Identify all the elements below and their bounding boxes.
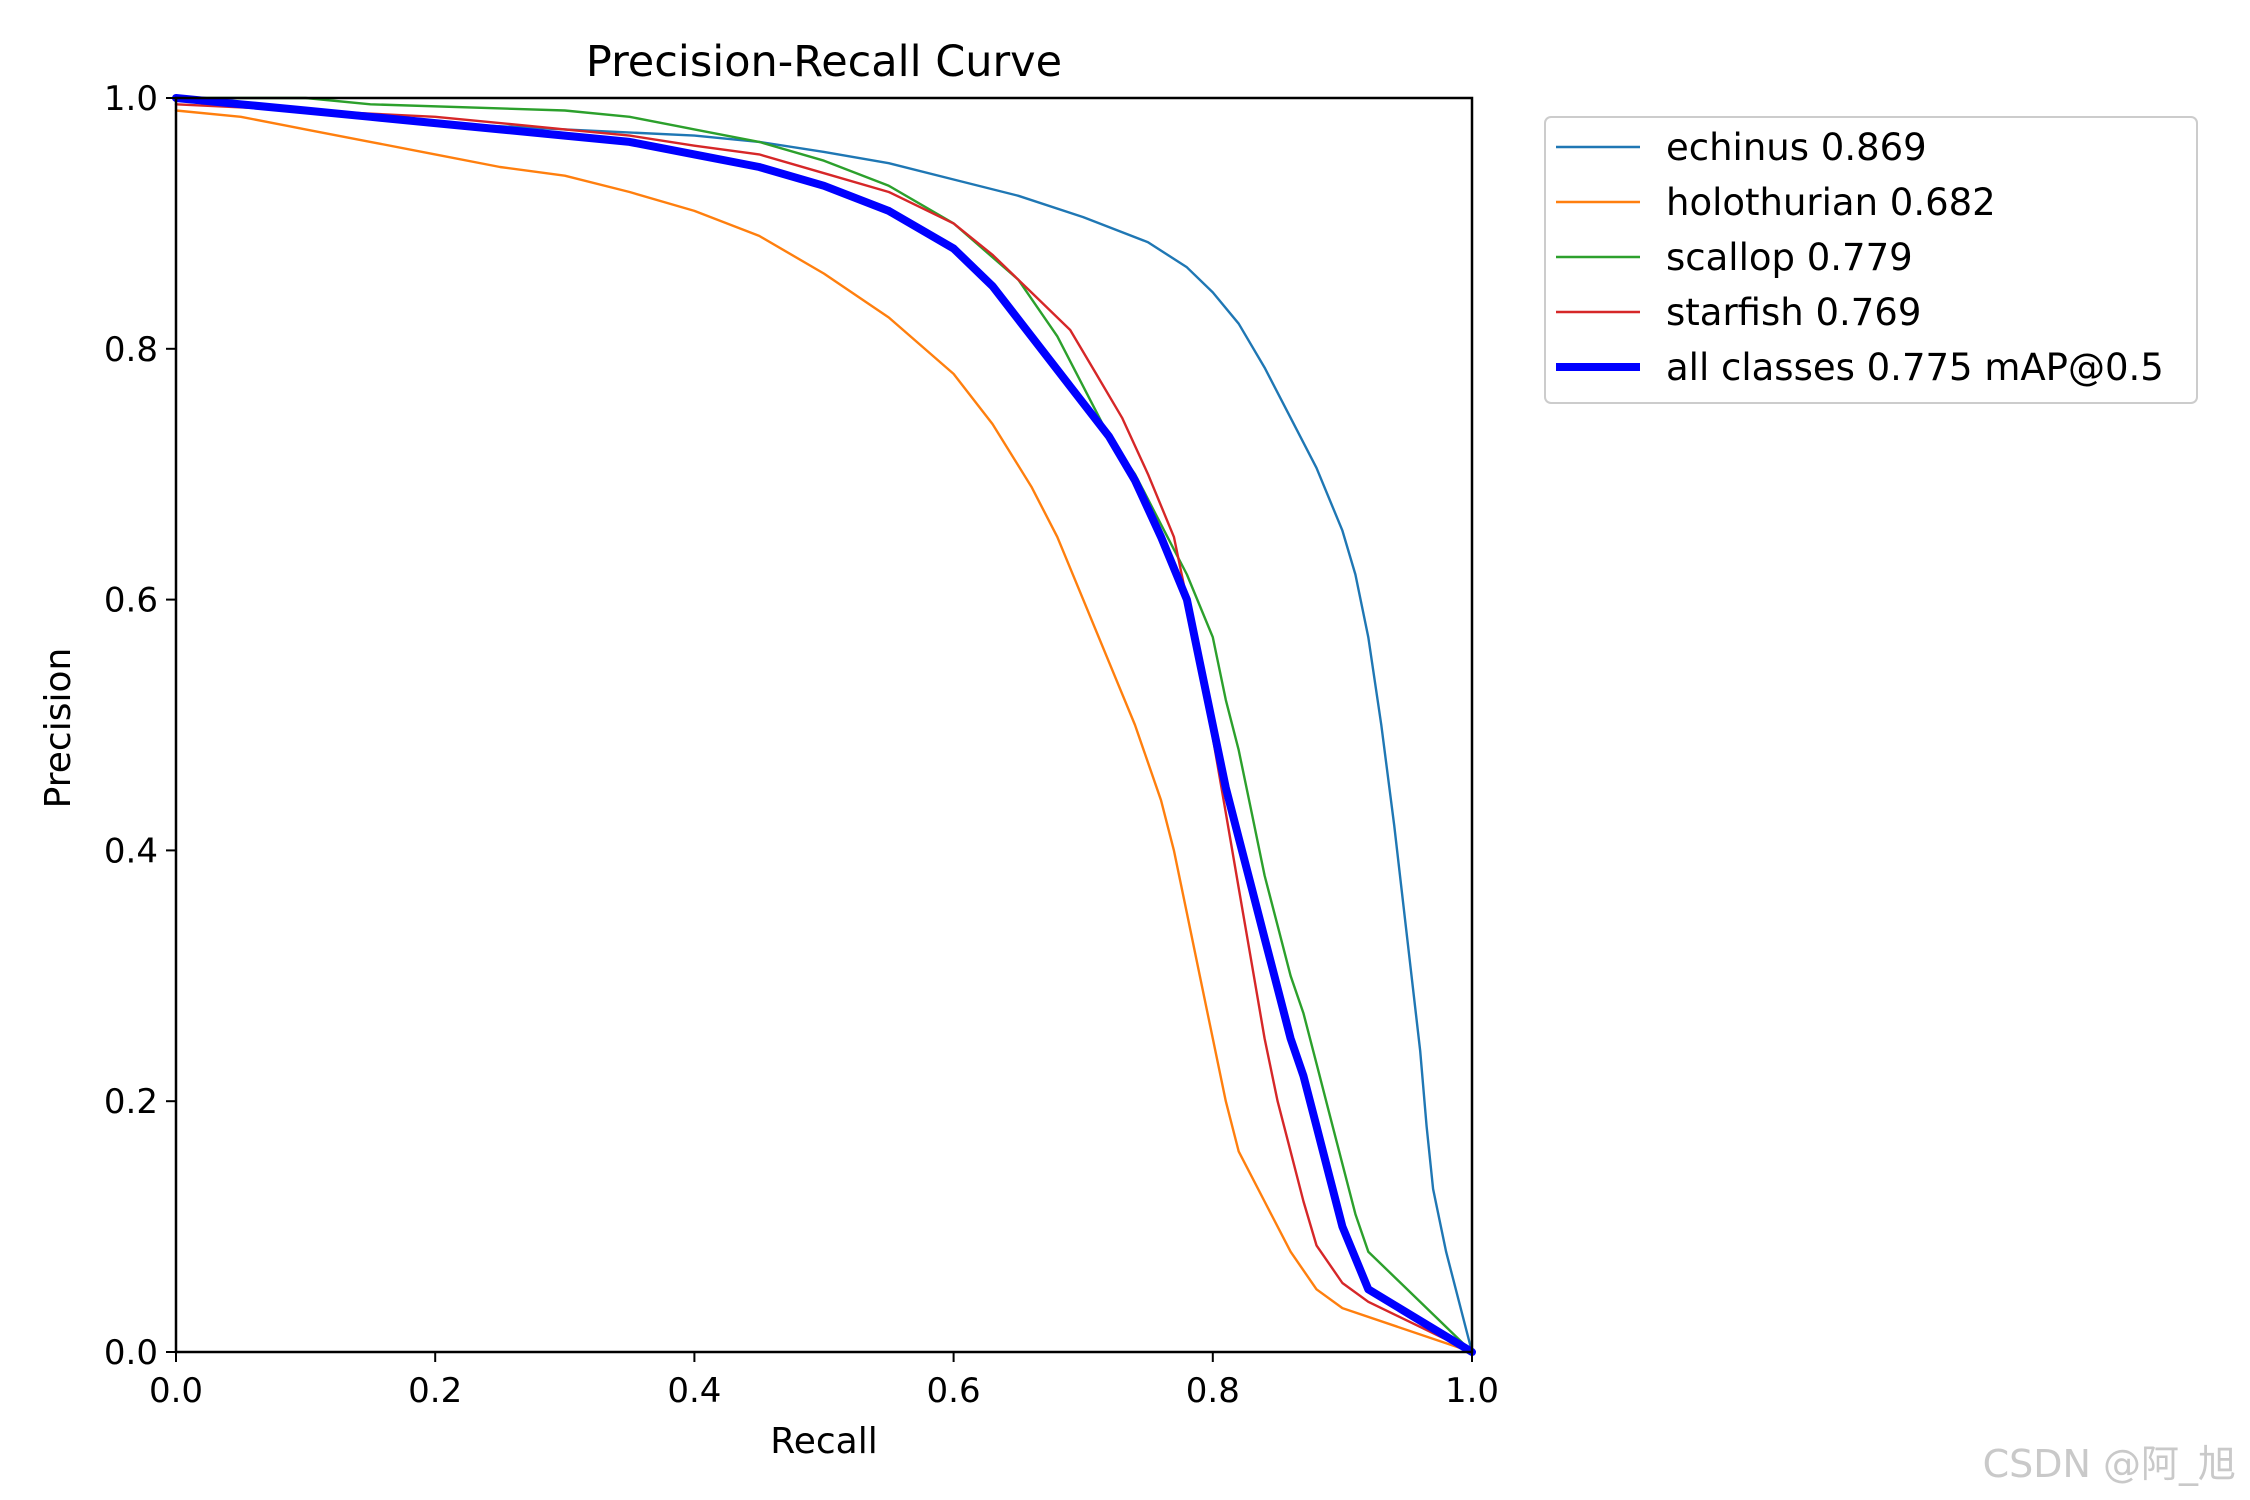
plot-frame	[174, 96, 1474, 1354]
x-tick-label: 1.0	[1445, 1371, 1499, 1411]
legend-box	[1544, 116, 2198, 404]
watermark: CSDN @阿_旭	[1982, 1442, 2236, 1486]
legend-label-1: holothurian 0.682	[1666, 181, 1996, 224]
x-tick-label: 0.8	[1186, 1371, 1240, 1411]
legend-label-4: all classes 0.775 mAP@0.5	[1666, 346, 2164, 389]
y-axis-title: Precision	[38, 648, 79, 809]
y-tick-label: 1.0	[104, 79, 158, 119]
legend-label-2: scallop 0.779	[1666, 236, 1913, 279]
legend-label-3: starfish 0.769	[1666, 291, 1921, 334]
plot-area	[172, 94, 1476, 1356]
series-line-1	[174, 109, 1474, 1354]
legend-label-0: echinus 0.869	[1666, 126, 1927, 169]
series-line-2	[174, 96, 1474, 1354]
x-tick-label: 0.6	[927, 1371, 981, 1411]
x-tick-label: 0.4	[667, 1371, 721, 1411]
y-tick-label: 0.8	[104, 330, 158, 370]
chart-title: Precision-Recall Curve	[586, 37, 1062, 87]
series-line-4	[172, 94, 1476, 1356]
y-tick-label: 0.6	[104, 581, 158, 621]
y-tick-label: 0.4	[104, 831, 158, 871]
y-tick-label: 0.0	[104, 1333, 158, 1373]
legend: echinus 0.869 holothurian 0.682 scallop 0.…	[1544, 116, 2198, 404]
x-tick-label: 0.0	[149, 1371, 203, 1411]
x-axis-title: Recall	[770, 1421, 877, 1462]
series-line-3	[174, 103, 1474, 1354]
axis-ticks: 0.0 0.2 0.4 0.6 0.8 1.0 0.0 0.2 0.4 0.6 0.8 1.0	[104, 79, 1499, 1411]
x-tick-label: 0.2	[408, 1371, 462, 1411]
y-tick-label: 0.2	[104, 1082, 158, 1122]
series-line-0	[174, 96, 1474, 1354]
